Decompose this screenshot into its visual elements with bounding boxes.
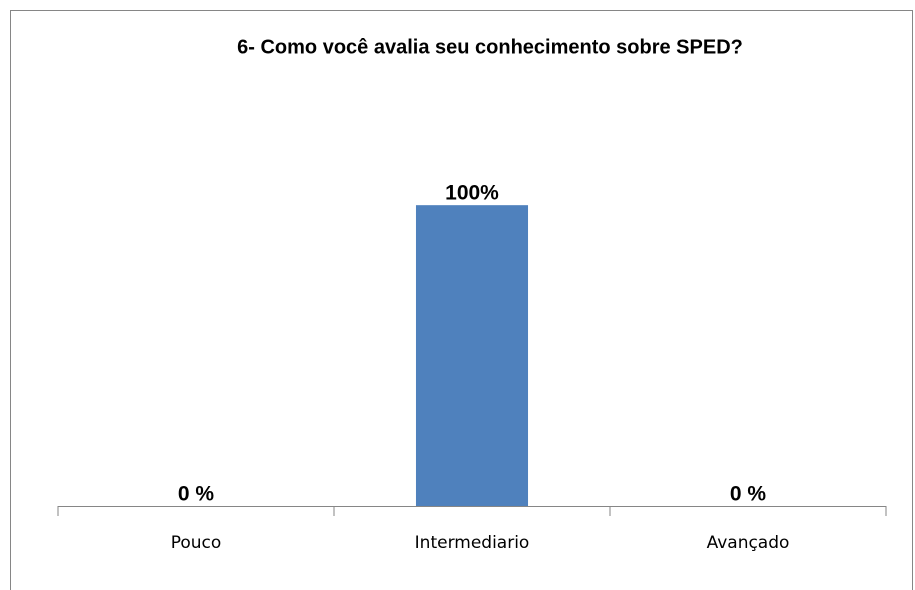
chart-title: 6- Como você avalia seu conhecimento sob… <box>237 36 743 58</box>
chart-frame <box>10 10 913 590</box>
bar <box>415 205 529 506</box>
data-label: 0 % <box>730 483 767 506</box>
x-tick-label: Avançado <box>707 533 790 553</box>
data-label: 0 % <box>178 483 215 506</box>
x-tick-label: Intermediario <box>415 533 530 553</box>
data-label: 100% <box>445 182 499 205</box>
x-tick-label: Pouco <box>171 533 222 553</box>
